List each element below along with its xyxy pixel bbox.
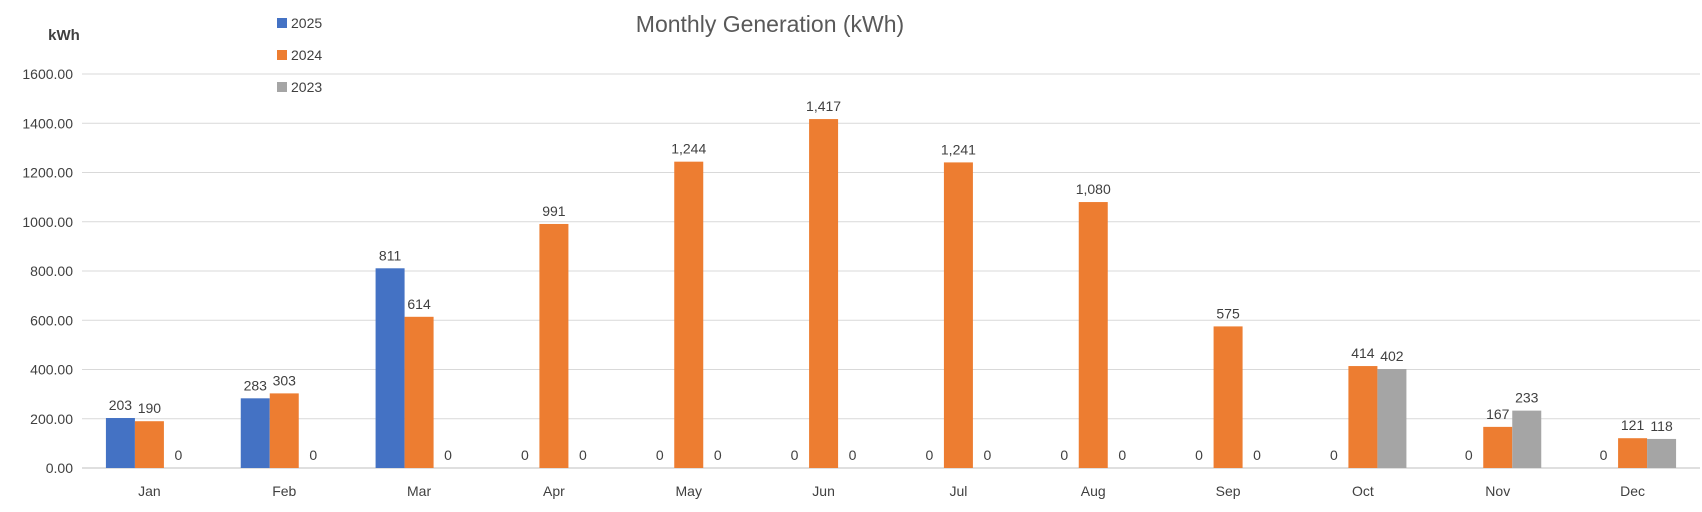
data-label: 0 [521,447,529,463]
data-label: 0 [926,447,934,463]
x-tick-label: Nov [1485,483,1510,499]
data-label: 0 [714,447,722,463]
y-axis-ticks: 0.00 200.00 400.00 600.00 800.00 1000.00 1200.… [22,66,73,476]
data-label: 283 [244,377,268,393]
bar [1377,369,1407,468]
bar [1483,426,1513,468]
bar [539,223,569,468]
bars [105,119,1677,469]
data-label: 991 [542,203,566,219]
x-tick-label: Aug [1081,483,1106,499]
data-label: 0 [984,447,992,463]
bar [1348,366,1378,468]
data-label: 0 [444,447,452,463]
data-label: 402 [1380,348,1404,364]
data-label: 303 [273,372,297,388]
data-label: 121 [1621,417,1645,433]
bar [375,268,405,468]
bar [404,316,434,468]
data-label: 0 [1253,447,1261,463]
y-tick-label: 1200.00 [22,165,73,181]
bar [1618,438,1648,468]
x-axis-ticks: Jan Feb Mar Apr May Jun Jul Aug Sep Oct Nov Dec [138,483,1645,499]
data-label: 414 [1351,345,1375,361]
bar [240,398,270,468]
data-label: 0 [1330,447,1338,463]
y-tick-label: 200.00 [30,411,73,427]
data-label: 233 [1515,390,1539,406]
bar [105,418,135,468]
x-tick-label: Oct [1352,483,1374,499]
x-tick-label: Jan [138,483,161,499]
bar [134,421,164,468]
y-tick-label: 0.00 [46,460,73,476]
bar [674,161,704,469]
y-axis-label: kWh [48,27,80,44]
legend-label: 2023 [291,79,322,95]
chart-title: Monthly Generation (kWh) [636,11,904,37]
y-tick-label: 800.00 [30,263,73,279]
legend-label: 2024 [291,47,322,63]
bar [1078,202,1108,469]
data-label: 0 [791,447,799,463]
x-tick-label: Dec [1620,483,1645,499]
legend-swatch [277,50,287,60]
data-label: 0 [579,447,587,463]
data-label: 118 [1650,418,1673,434]
x-tick-label: Sep [1216,483,1241,499]
data-label: 203 [109,397,133,413]
data-label: 0 [849,447,857,463]
bar [809,119,839,468]
data-label: 167 [1486,406,1510,422]
data-label: 0 [175,447,183,463]
data-label: 1,244 [671,141,706,157]
data-label: 0 [656,447,664,463]
data-label: 0 [1600,447,1608,463]
x-tick-label: Apr [543,483,565,499]
gridlines [82,73,1700,469]
y-tick-label: 1600.00 [22,66,73,82]
x-tick-label: Jul [949,483,967,499]
y-tick-label: 400.00 [30,362,73,378]
x-tick-label: Mar [407,483,431,499]
data-label: 0 [1465,447,1473,463]
y-tick-label: 600.00 [30,312,73,328]
x-tick-label: Jun [812,483,835,499]
bar [1512,410,1542,468]
bar [943,162,973,468]
data-label: 614 [407,296,431,312]
bar [1213,326,1243,468]
y-tick-label: 1000.00 [22,214,73,230]
data-label: 190 [138,400,162,416]
data-label: 0 [1118,447,1126,463]
data-label: 0 [1060,447,1068,463]
data-label: 575 [1216,305,1240,321]
data-label: 0 [1195,447,1203,463]
x-tick-label: May [676,483,702,499]
legend: 2025 2024 2023 [277,15,322,95]
data-label: 1,080 [1076,181,1111,197]
legend-label: 2025 [291,15,322,31]
data-label: 1,417 [806,98,841,114]
x-tick-label: Feb [272,483,296,499]
data-label: 811 [379,247,402,263]
y-tick-label: 1400.00 [22,115,73,131]
data-label: 0 [309,447,317,463]
bar [269,393,299,468]
data-label: 1,241 [941,141,976,157]
legend-swatch [277,18,287,28]
bar [1647,438,1677,468]
data-labels: 203 190 0 283 303 0 811 614 0 0 991 0 0 1,244 0 0 1,417 0… [109,98,1673,463]
legend-swatch [277,82,287,92]
